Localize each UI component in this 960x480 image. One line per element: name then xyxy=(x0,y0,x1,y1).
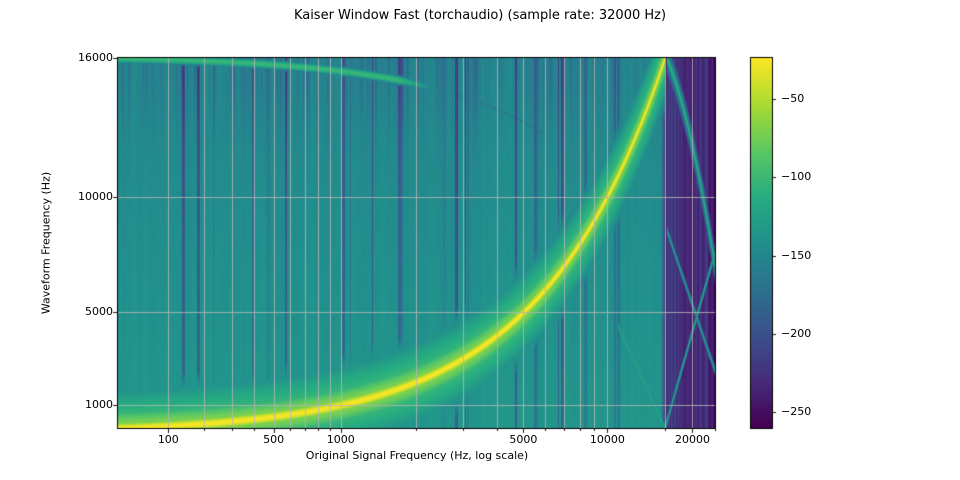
x-tick-label: 5000 xyxy=(509,433,538,446)
y-tick-label: 1000 xyxy=(85,397,113,411)
colorbar-tick-label: −250 xyxy=(781,405,812,419)
colorbar-tick-label: −150 xyxy=(781,248,812,262)
y-axis-label: Waveform Frequency (Hz) xyxy=(39,171,53,315)
colorbar-tick-label: −50 xyxy=(781,91,805,105)
x-tick-label: 10000 xyxy=(589,433,625,446)
y-tick-label: 16000 xyxy=(78,51,113,64)
colorbar-tick-label: −100 xyxy=(781,170,812,184)
x-axis-label: Original Signal Frequency (Hz, log scale… xyxy=(305,449,529,462)
figure-title: Kaiser Window Fast (torchaudio) (sample … xyxy=(293,8,667,23)
colorbar-tick-label: −200 xyxy=(781,326,812,340)
y-tick-label: 10000 xyxy=(78,189,113,203)
x-tick-label: 500 xyxy=(263,433,285,446)
x-tick-label: 20000 xyxy=(674,433,710,446)
y-tick-label: 5000 xyxy=(85,305,113,319)
x-tick-label: 1000 xyxy=(326,433,355,446)
x-tick-label: 100 xyxy=(157,433,179,446)
